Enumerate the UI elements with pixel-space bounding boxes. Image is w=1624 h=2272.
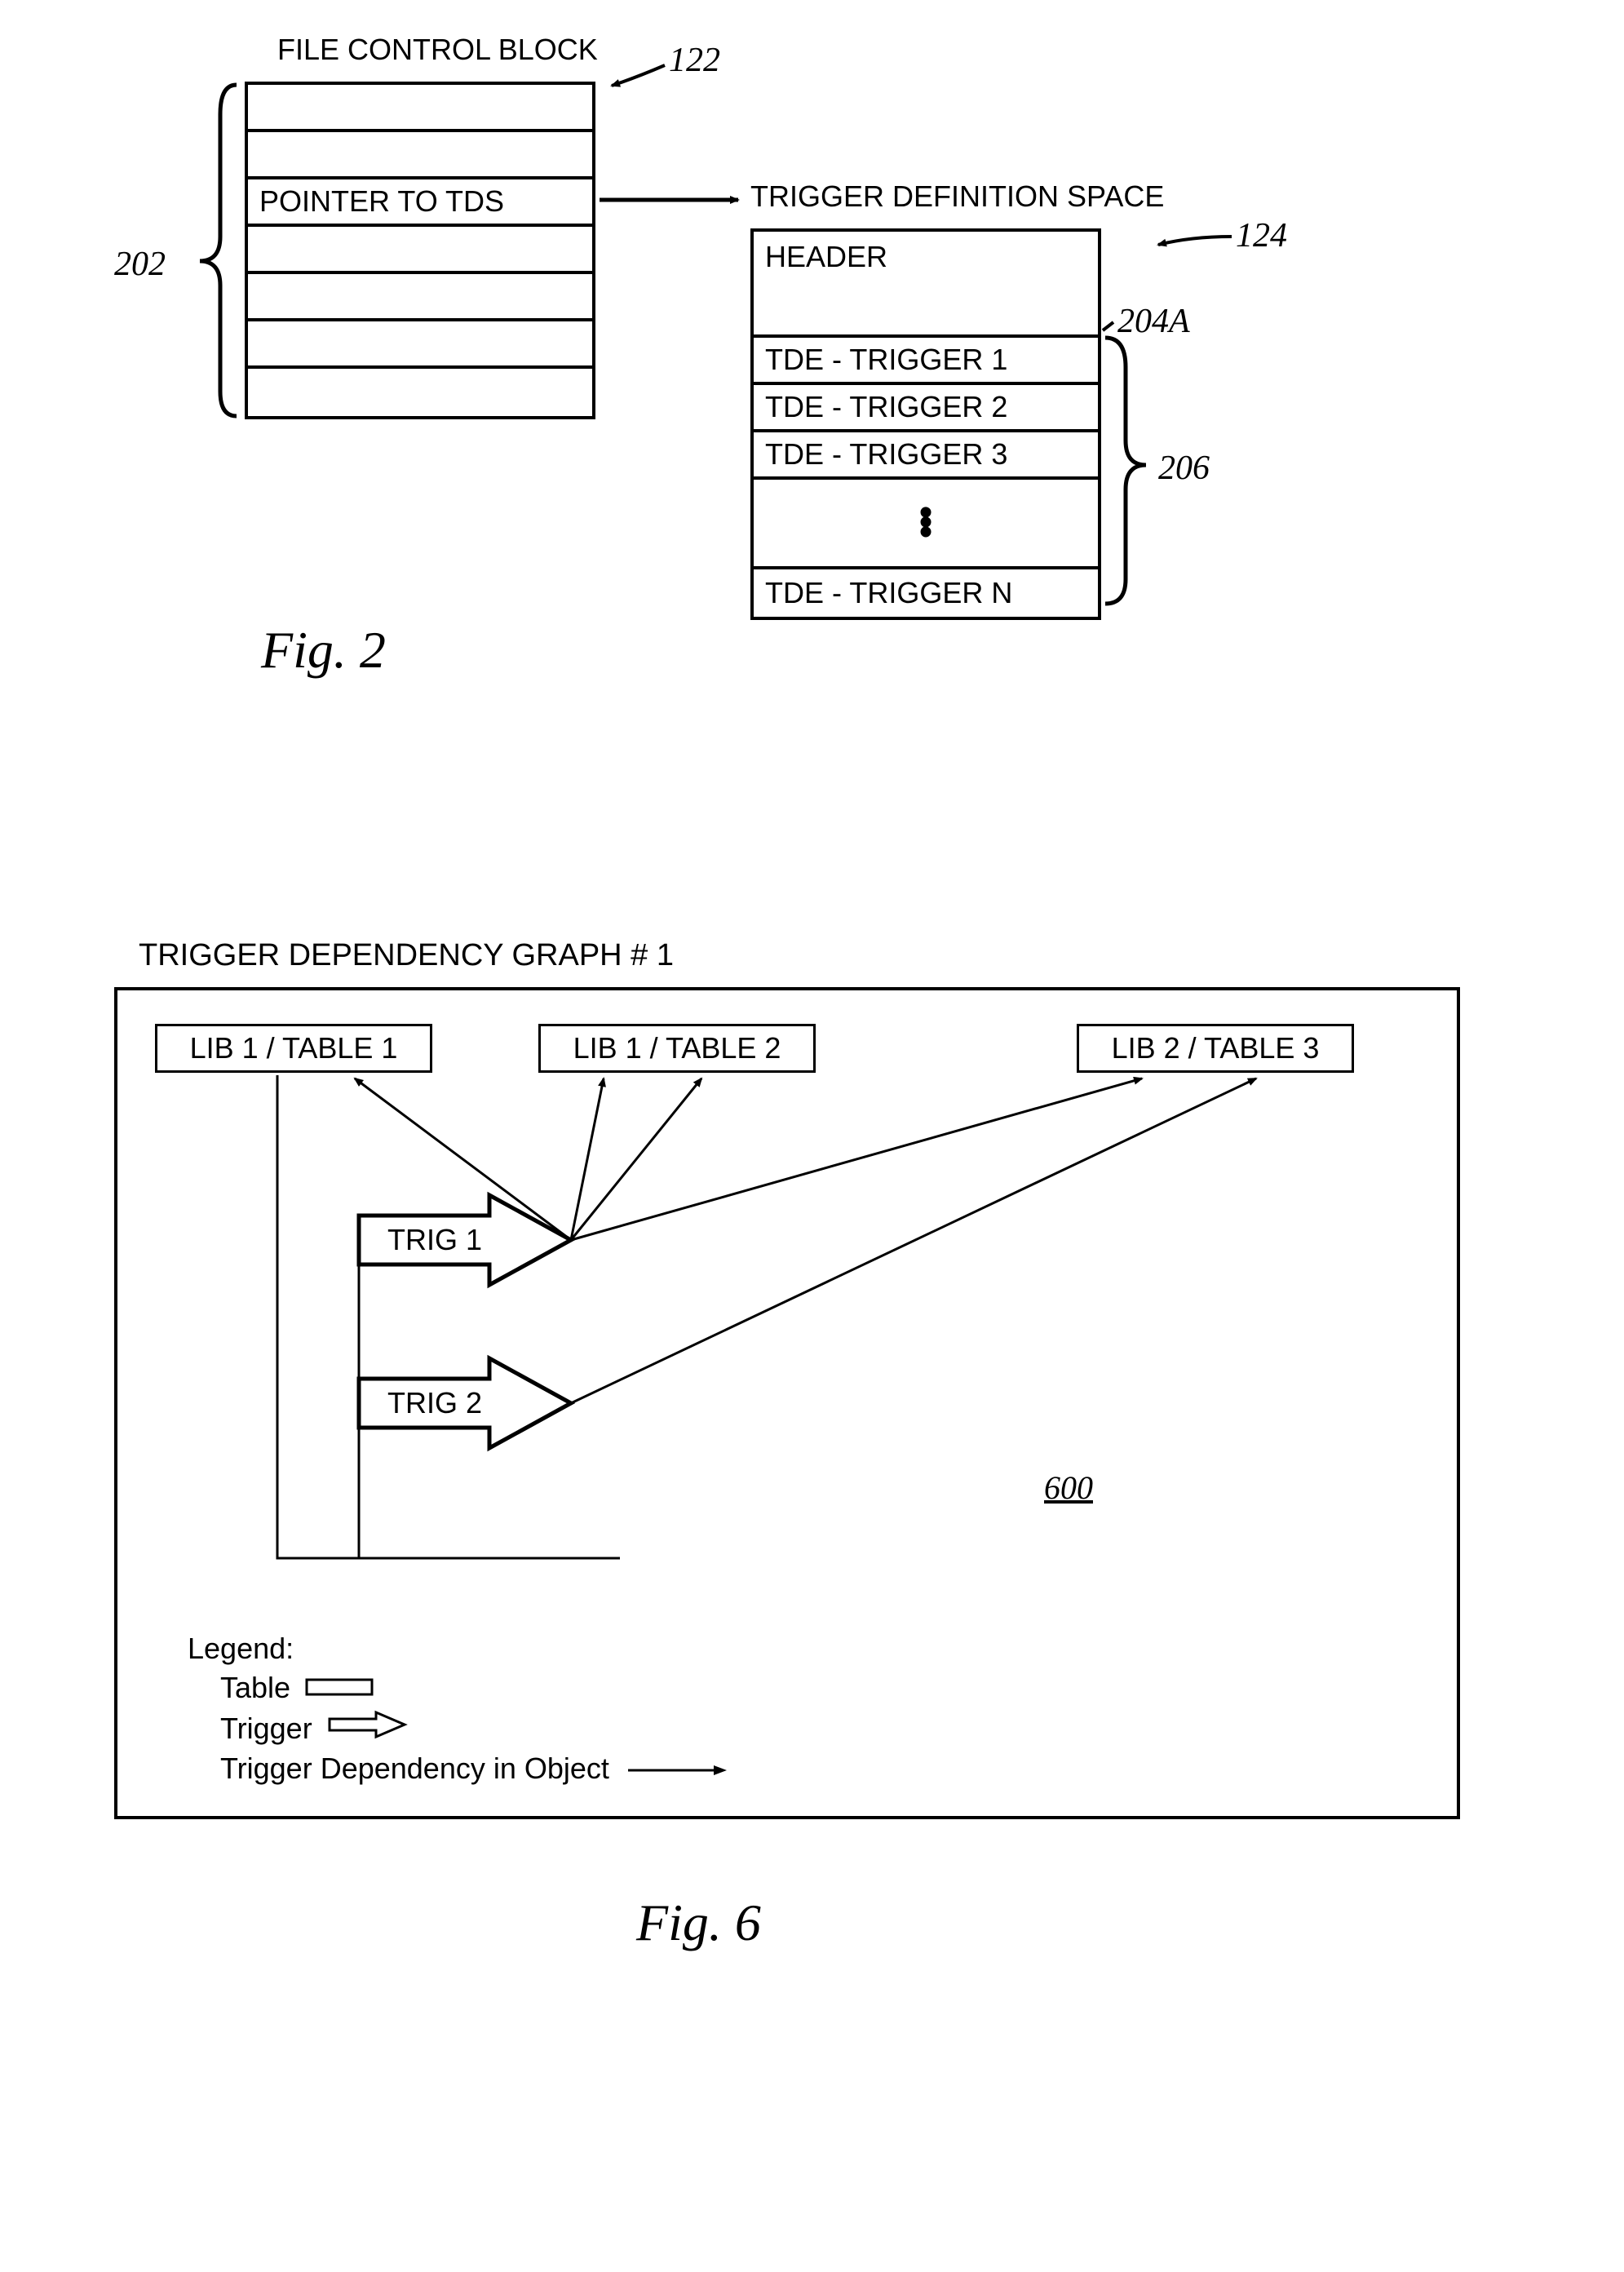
fcb-title: FILE CONTROL BLOCK — [277, 33, 598, 67]
legend-table-row: Table — [188, 1671, 730, 1705]
ref-122: 122 — [669, 41, 720, 80]
table-node-2: LIB 1 / TABLE 2 — [538, 1024, 816, 1073]
tds-ellipsis: ••• — [754, 480, 1098, 569]
legend-dep-row: Trigger Dependency in Object — [188, 1752, 730, 1786]
fcb-row — [248, 85, 592, 132]
fig6-label: Fig. 6 — [636, 1893, 761, 1953]
ref-600: 600 — [1044, 1468, 1093, 1507]
legend-table-label: Table — [220, 1671, 290, 1705]
diagram-canvas: FILE CONTROL BLOCK POINTER TO TDS TRIGGE… — [33, 33, 1582, 2235]
table-node-3: LIB 2 / TABLE 3 — [1077, 1024, 1354, 1073]
tds-row: TDE - TRIGGER N — [754, 569, 1098, 617]
brace-202 — [200, 85, 237, 416]
fcb-box: POINTER TO TDS — [245, 82, 595, 419]
legend-table-symbol — [305, 1671, 378, 1705]
fcb-row — [248, 227, 592, 274]
fig2-label: Fig. 2 — [261, 620, 386, 680]
legend-title: Legend: — [188, 1632, 730, 1666]
tds-row: TDE - TRIGGER 3 — [754, 432, 1098, 480]
fcb-row-pointer: POINTER TO TDS — [248, 179, 592, 227]
leader-124 — [1158, 237, 1232, 245]
legend: Legend: Table Trigger Trigger Dependency… — [188, 1632, 730, 1791]
fcb-row — [248, 321, 592, 369]
ref-124: 124 — [1236, 216, 1287, 255]
ref-204a: 204A — [1117, 302, 1190, 341]
ref-202: 202 — [114, 245, 166, 284]
table-node-1: LIB 1 / TABLE 1 — [155, 1024, 432, 1073]
brace-206 — [1105, 338, 1146, 604]
tds-row: TDE - TRIGGER 1 — [754, 338, 1098, 385]
tds-header: HEADER — [754, 232, 1098, 338]
fcb-row — [248, 132, 592, 179]
leader-122 — [612, 65, 665, 86]
legend-trigger-label: Trigger — [220, 1712, 312, 1746]
legend-dep-symbol — [624, 1752, 730, 1786]
tds-title: TRIGGER DEFINITION SPACE — [750, 179, 1164, 214]
ref-206: 206 — [1158, 449, 1210, 488]
leader-204a — [1103, 322, 1113, 330]
graph-title: TRIGGER DEPENDENCY GRAPH # 1 — [139, 938, 674, 973]
tds-row: TDE - TRIGGER 2 — [754, 385, 1098, 432]
tds-box: HEADER TDE - TRIGGER 1 TDE - TRIGGER 2 T… — [750, 228, 1101, 620]
legend-trigger-row: Trigger — [188, 1710, 730, 1747]
legend-dep-label: Trigger Dependency in Object — [220, 1752, 609, 1786]
fcb-row — [248, 274, 592, 321]
legend-trigger-symbol — [327, 1710, 409, 1747]
fcb-row — [248, 369, 592, 416]
